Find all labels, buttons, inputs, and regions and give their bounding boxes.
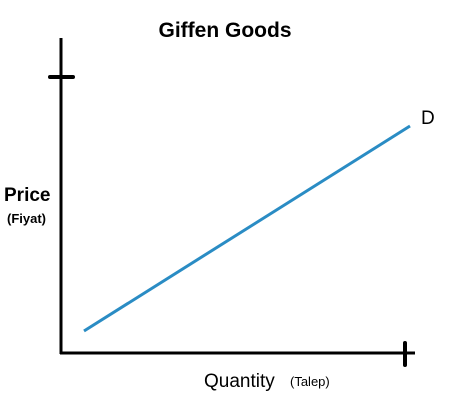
demand-curve bbox=[83, 124, 411, 333]
curve-label: D bbox=[421, 108, 435, 129]
x-axis-sublabel: (Talep) bbox=[290, 374, 330, 389]
x-axis-label: Quantity bbox=[204, 371, 275, 392]
title: Giffen Goods bbox=[159, 19, 292, 42]
y-axis-sublabel: (Fiyat) bbox=[7, 211, 46, 226]
y-axis-label: Price bbox=[4, 185, 50, 206]
